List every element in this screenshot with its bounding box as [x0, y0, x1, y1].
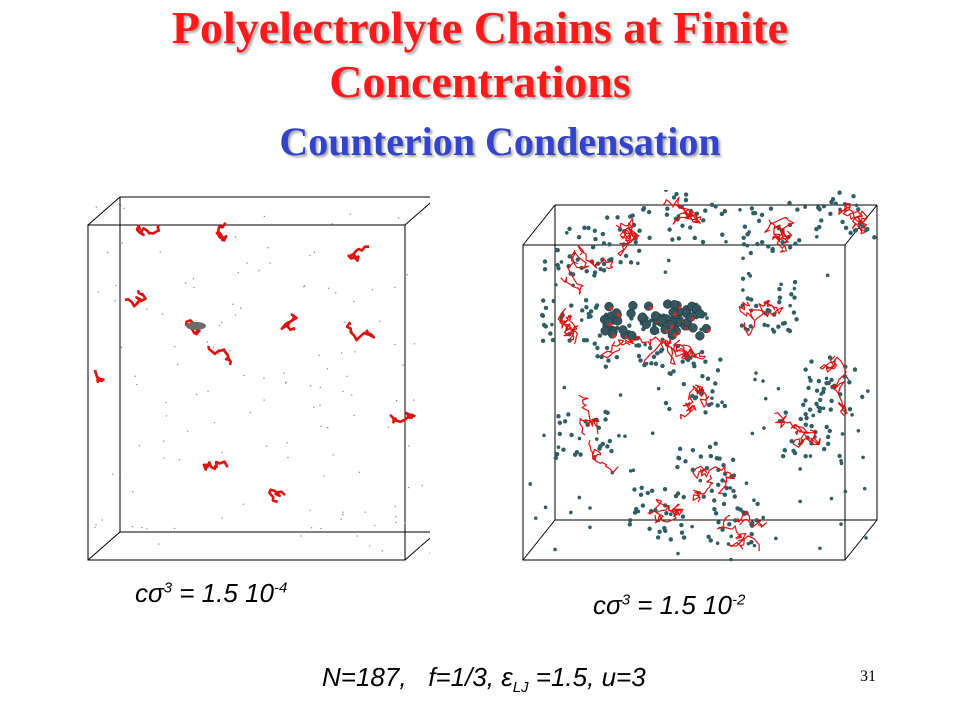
slide-subtitle: Counterion Condensation — [279, 119, 721, 164]
polymer-chain — [624, 335, 672, 364]
polymer-chain — [347, 245, 370, 262]
polymer-chain — [654, 503, 684, 523]
polymer-chain — [738, 299, 784, 321]
concentration-label-concentrated: cσ3 = 1.5 10-2 — [593, 590, 746, 620]
polymer-chain — [345, 321, 376, 342]
polymer-chain — [135, 224, 161, 237]
polymer-chain — [819, 355, 849, 390]
polymer-chain — [660, 339, 689, 365]
polymer-chain — [563, 325, 579, 344]
counterion-cloud — [528, 190, 877, 562]
slide-title-line-2: Concentrations — [329, 56, 631, 107]
polymer-chain — [557, 308, 578, 331]
polymer-chain — [695, 386, 710, 408]
polymer-chain — [833, 381, 848, 416]
polymer-chain — [560, 249, 590, 295]
polymer-chain — [774, 412, 817, 435]
simulation-box-concentrated-graphic — [522, 190, 878, 562]
slide-number: 31 — [860, 668, 876, 685]
polymer-chain — [682, 344, 706, 360]
simulation-box-dilute — [50, 190, 430, 580]
polymer-chain — [717, 514, 760, 552]
polymer-chain — [389, 411, 416, 424]
polymer-chain — [692, 465, 735, 494]
polymer-chain — [93, 369, 105, 384]
polymer-chain — [734, 510, 768, 528]
simulation-parameters: N=187, f=1/3, εLJ =1.5, u=3 — [322, 662, 646, 697]
polymer-chain — [268, 488, 286, 504]
polymer-chain — [124, 290, 147, 308]
polymer-chain — [672, 211, 702, 225]
polymer-chain — [768, 216, 795, 243]
polymer-chain — [588, 439, 619, 474]
polymer-chain — [280, 313, 298, 332]
polymer-chain — [184, 319, 201, 336]
box-frame — [87, 196, 430, 561]
polymer-chain — [578, 394, 600, 436]
polymer-chain — [601, 339, 631, 359]
polymer-chain — [679, 384, 703, 420]
polymer-chain — [577, 244, 614, 270]
polymer-chain — [647, 498, 670, 524]
polymer-chain — [849, 210, 868, 235]
slide-title-line-1: Polyelectrolyte Chains at Finite — [171, 2, 789, 53]
counterion-scatter — [94, 204, 430, 554]
simulation-box-concentrated — [515, 190, 885, 580]
polymer-chain — [692, 474, 714, 503]
condensed-counterion-cluster — [599, 299, 711, 341]
polymer-chain — [215, 222, 228, 242]
concentration-label-dilute: cσ3 = 1.5 10-4 — [135, 578, 288, 608]
condensed-counterions — [186, 322, 206, 330]
polymer-chain — [202, 460, 229, 471]
simulation-box-dilute-graphic — [87, 196, 430, 561]
polymer-chain — [615, 222, 640, 242]
polymer-chain — [744, 300, 776, 336]
polymer-chain — [207, 345, 232, 366]
polymer-chain — [792, 429, 821, 448]
